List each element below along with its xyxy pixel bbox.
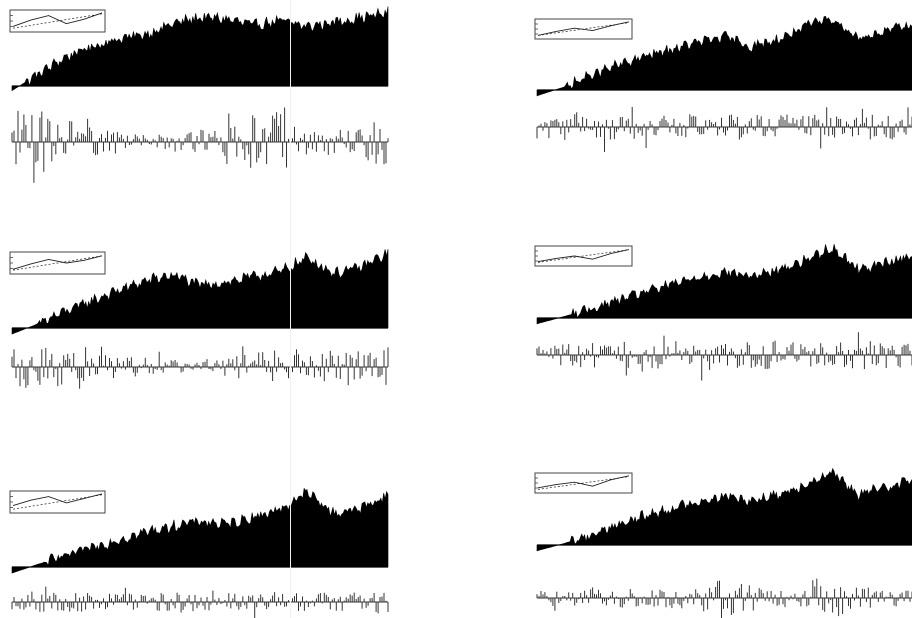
stem-series [536,332,912,381]
inset-dashed-line [12,13,103,29]
panel-right-2 [534,244,912,381]
stem-series [536,107,912,152]
panel-right-1 [534,15,912,152]
upper-area-series [11,6,389,92]
panel-left-1 [9,6,389,183]
inset-line [537,475,630,489]
upper-area-series [11,249,389,335]
upper-area-series [536,15,912,97]
inset-plot [534,472,633,494]
stem-series [11,107,389,183]
inset-plot [9,9,106,33]
inset-plot [9,490,106,514]
stem-series [536,578,912,618]
inset-line [12,12,103,27]
inset-dashed-line [537,22,630,36]
upper-area-series [11,487,389,574]
stem-series [11,346,389,389]
inset-line [12,255,103,270]
inset-dashed-line [12,494,103,510]
panel-left-2 [9,249,389,389]
panel-right-3 [534,467,912,618]
inset-dashed-line [12,255,103,271]
inset-plot [534,245,633,267]
inset-plot [534,18,633,40]
upper-area-series [536,244,912,325]
page-fold-line [290,0,291,618]
inset-dashed-line [537,476,630,490]
inset-line [537,249,630,263]
stem-series [11,586,389,618]
upper-area-series [536,467,912,552]
inset-line [537,21,630,36]
inset-line [12,493,103,507]
inset-dashed-line [537,249,630,263]
inset-plot [9,251,106,275]
panel-left-3 [9,487,389,618]
